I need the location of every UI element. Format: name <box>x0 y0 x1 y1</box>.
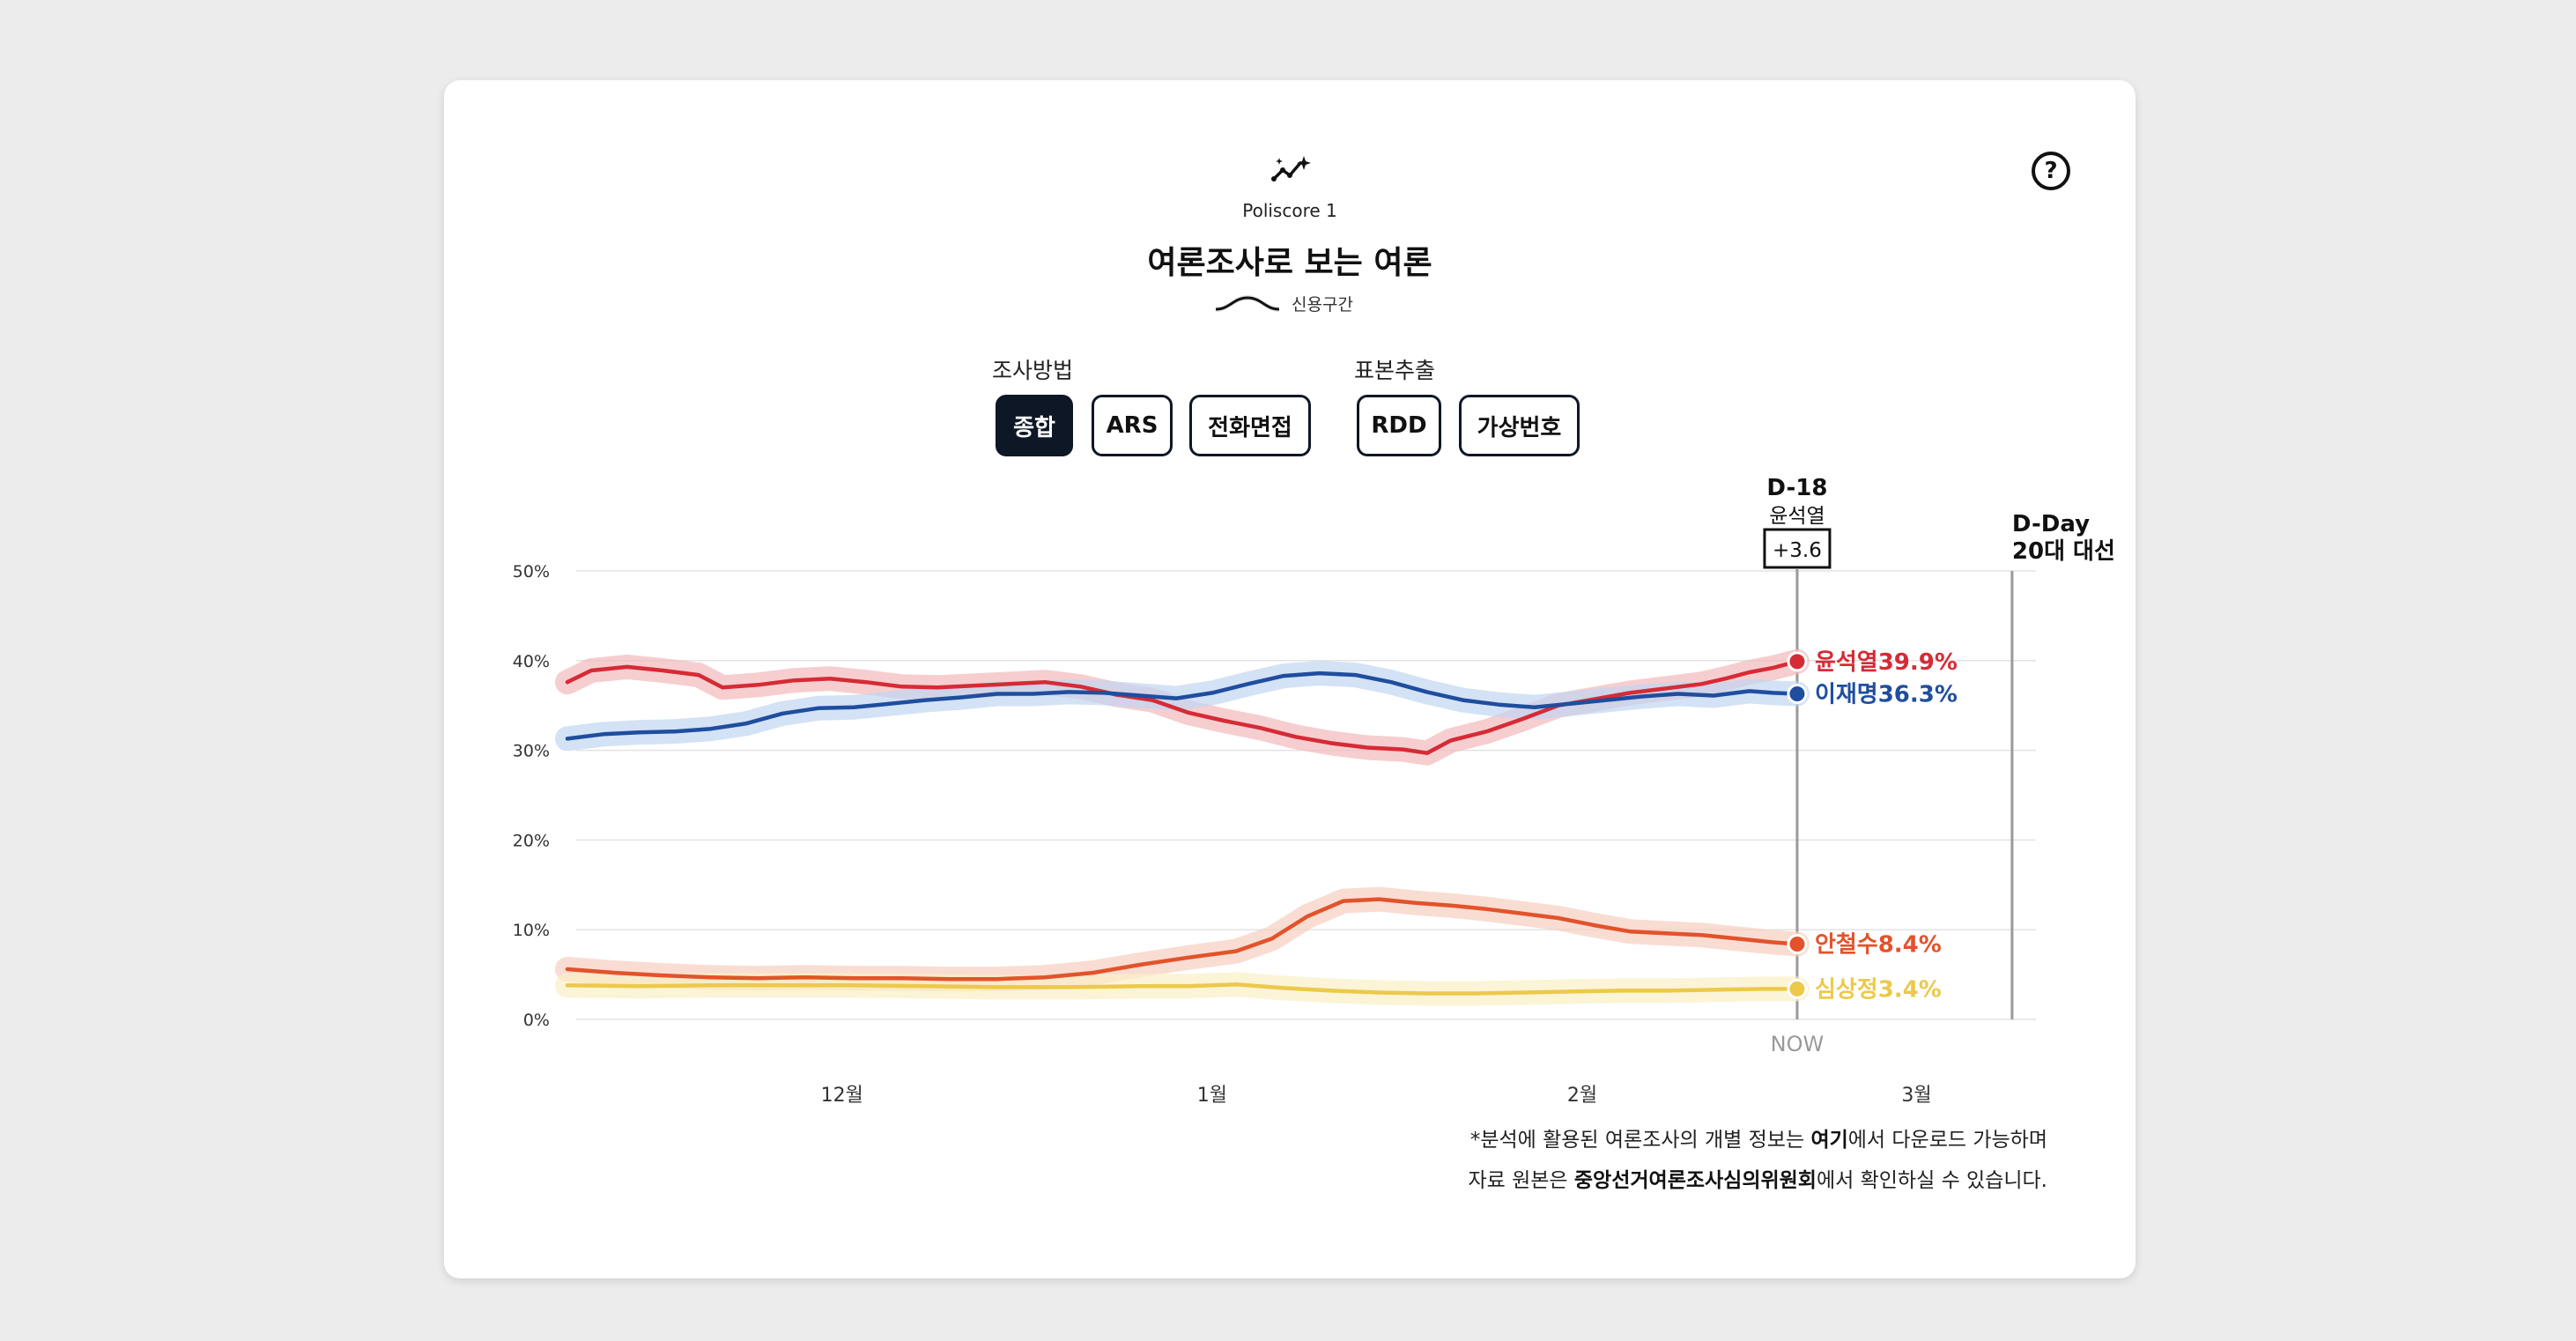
now-leader-label: 윤석열 <box>1769 505 1825 528</box>
series-endpoint <box>1788 980 1806 997</box>
x-tick-label: 2월 <box>1567 1085 1597 1107</box>
series-endpoint <box>1788 653 1806 670</box>
footnote-line-2: 자료 원본은 중앙선거여론조사심의위원회에서 확인하실 수 있습니다. <box>1468 1160 2047 1201</box>
y-tick-label: 20% <box>513 831 550 850</box>
poll-trend-chart: 0% 10% 20% 30% 40% 50% 12월 1월 2월 3월 윤석열39.9% 이재명36.… <box>444 80 2136 1278</box>
series-end-label: 윤석열39.9% <box>1815 649 1958 676</box>
y-tick-label: 0% <box>523 1011 550 1030</box>
series-end-label: 심상정3.4% <box>1815 976 1942 1003</box>
x-tick-label: 3월 <box>1901 1085 1931 1107</box>
footnote-line-1: *분석에 활용된 여론조사의 개별 정보는 여기에서 다운로드 가능하며 <box>1468 1120 2047 1160</box>
y-tick-label: 10% <box>513 921 550 940</box>
series-end-label: 이재명36.3% <box>1815 681 1958 708</box>
series-endpoint <box>1788 685 1806 702</box>
source-link[interactable]: 중앙선거여론조사심의위원회 <box>1574 1169 1817 1192</box>
y-tick-label: 30% <box>513 742 550 761</box>
footnote: *분석에 활용된 여론조사의 개별 정보는 여기에서 다운로드 가능하며 자료 … <box>1468 1120 2047 1201</box>
footnote-text: *분석에 활용된 여론조사의 개별 정보는 <box>1470 1129 1811 1152</box>
y-tick-label: 50% <box>513 562 550 582</box>
dday-label: D-Day <box>2012 511 2090 537</box>
series-end-label: 안철수8.4% <box>1815 931 1942 958</box>
poll-card: Poliscore 1 여론조사로 보는 여론 신용구간 ? 조사방법 종합 A… <box>444 80 2136 1278</box>
series-endpoint <box>1788 935 1806 952</box>
footnote-text: 자료 원본은 <box>1468 1169 1573 1192</box>
footnote-text: 에서 확인하실 수 있습니다. <box>1817 1169 2047 1192</box>
now-margin-label: +3.6 <box>1773 539 1822 562</box>
now-label: NOW <box>1771 1032 1825 1056</box>
download-link[interactable]: 여기 <box>1810 1129 1847 1152</box>
x-tick-label: 1월 <box>1197 1085 1227 1107</box>
dday-event-label: 20대 대선 <box>2012 538 2115 565</box>
footnote-text: 에서 다운로드 가능하며 <box>1848 1129 2047 1152</box>
y-tick-label: 40% <box>513 652 550 671</box>
x-tick-label: 12월 <box>821 1085 863 1107</box>
confidence-band <box>567 900 1797 980</box>
now-day-label: D-18 <box>1766 475 1827 501</box>
